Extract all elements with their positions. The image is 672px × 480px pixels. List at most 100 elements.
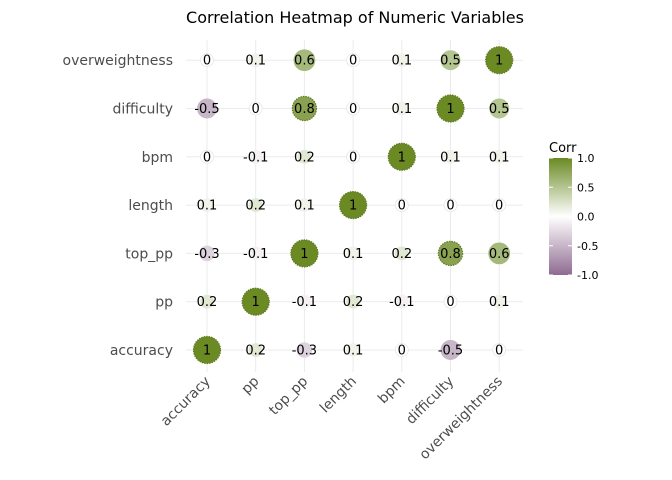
x-tick-label: overweightness xyxy=(417,374,506,463)
heatmap-cell: -0.1 xyxy=(389,294,414,310)
cell-value-label: 0 xyxy=(349,150,357,165)
cell-circle xyxy=(290,239,319,268)
cell-value-label: 0 xyxy=(495,199,503,214)
cell-value-label: 1 xyxy=(349,199,357,214)
cell-circle xyxy=(296,342,313,358)
y-tick-label: accuracy xyxy=(110,343,173,359)
cell-value-label: 0 xyxy=(203,54,211,69)
y-tick-label: bpm xyxy=(142,150,173,166)
cell-value-label: 0.1 xyxy=(245,54,266,69)
cell-circle xyxy=(443,149,458,164)
cell-circle xyxy=(200,294,214,309)
cell-circle xyxy=(346,101,361,116)
y-tick-label: length xyxy=(128,198,173,214)
cell-circle xyxy=(394,294,409,309)
cell-circle xyxy=(485,46,514,75)
legend-tick-label: -0.5 xyxy=(577,240,598,253)
cell-circle xyxy=(297,294,312,309)
legend-title: Corr xyxy=(549,141,577,156)
heatmap-cell: 0.1 xyxy=(245,53,266,69)
cell-value-label: 0.5 xyxy=(440,54,461,69)
cell-circle xyxy=(443,198,458,213)
cell-value-label: 1 xyxy=(300,247,308,262)
cell-value-label: -0.3 xyxy=(194,247,219,262)
cell-circle xyxy=(248,53,263,68)
cell-value-label: -0.1 xyxy=(292,295,317,310)
cell-circle xyxy=(248,246,263,261)
heatmap-cell: 1 xyxy=(192,335,222,365)
heatmap-cell: 0 xyxy=(394,198,409,214)
cell-circle xyxy=(387,142,416,171)
cell-circle xyxy=(248,149,263,164)
cell-circle xyxy=(200,149,214,164)
heatmap-cell: 0.2 xyxy=(391,246,412,262)
heatmap-cell: 0 xyxy=(200,149,214,165)
cell-value-label: 0.1 xyxy=(197,199,218,214)
heatmap-cell: 0 xyxy=(200,53,214,69)
legend-tick-label: 1.0 xyxy=(577,152,595,165)
legend-tick-label: 0.5 xyxy=(577,181,595,194)
heatmap-cell: -0.3 xyxy=(292,342,317,359)
cell-circle xyxy=(297,149,312,164)
heatmap-cell: 0.8 xyxy=(437,240,464,267)
heatmap-cell: -0.1 xyxy=(243,246,268,262)
cell-value-label: 0 xyxy=(446,295,454,310)
cell-value-label: -0.5 xyxy=(194,102,219,117)
heatmap-cell: 0.5 xyxy=(440,50,461,71)
cell-value-label: 0.1 xyxy=(489,150,510,165)
heatmap-cell: 1 xyxy=(290,239,319,268)
heatmap-cell: 0.5 xyxy=(489,98,510,119)
cell-value-label: -0.1 xyxy=(243,150,268,165)
cell-value-label: 0 xyxy=(398,344,406,359)
heatmap-cell: 0.1 xyxy=(391,53,412,69)
heatmap-cell: 1 xyxy=(485,46,514,75)
heatmap-cell: 1 xyxy=(339,191,368,220)
cell-value-label: 0.1 xyxy=(391,102,412,117)
cell-circle xyxy=(346,343,361,357)
legend-tick-label: -1.0 xyxy=(577,269,598,282)
cell-value-label: 0 xyxy=(349,54,357,69)
x-tick-label: top_pp xyxy=(266,373,311,418)
heatmap-cell: 1 xyxy=(436,94,465,123)
cell-circle xyxy=(436,94,465,123)
x-tick-label: accuracy xyxy=(158,374,214,430)
cell-circle xyxy=(248,198,263,213)
cell-value-label: 0.6 xyxy=(489,247,510,262)
legend: Corr 1.0 0.5 0.0 -0.5 -1.0 xyxy=(549,141,598,282)
heatmap-cell: 1 xyxy=(387,142,416,171)
heatmap-cell: 0 xyxy=(443,198,458,214)
cell-circle xyxy=(192,335,222,365)
heatmap-cell: 0.2 xyxy=(245,198,266,214)
heatmap-cell: 0.1 xyxy=(489,294,510,310)
x-tick-label: pp xyxy=(239,373,263,397)
heatmap-cell: 0 xyxy=(346,149,361,165)
cell-value-label: -0.5 xyxy=(438,344,463,359)
cell-circle xyxy=(394,343,409,357)
cell-value-label: 0.2 xyxy=(245,199,266,214)
x-tick-label: length xyxy=(317,374,360,417)
cell-circle xyxy=(394,53,409,68)
cell-circle xyxy=(346,294,361,309)
heatmap-cell: 0.6 xyxy=(488,242,511,265)
heatmap-cell: 1 xyxy=(241,287,270,316)
cell-value-label: 0 xyxy=(252,102,260,117)
x-tick-label: bpm xyxy=(375,374,409,408)
cell-circle xyxy=(200,53,214,68)
cell-circle xyxy=(293,49,316,72)
cell-value-label: 0.5 xyxy=(489,102,510,117)
heatmap-cell: 0.1 xyxy=(294,198,315,214)
cell-circle xyxy=(492,198,507,213)
cell-circle xyxy=(200,198,214,213)
cell-circle xyxy=(492,343,507,357)
y-tick-label: top_pp xyxy=(125,246,173,262)
cell-value-label: 0.2 xyxy=(245,344,266,359)
cell-value-label: 0 xyxy=(398,199,406,214)
heatmap-cell: 0 xyxy=(248,101,263,117)
heatmap-cell: 0 xyxy=(346,53,361,69)
cell-value-label: 0.2 xyxy=(343,295,364,310)
heatmap-cell: 0 xyxy=(443,294,458,310)
heatmap-cell: 0.1 xyxy=(343,246,363,262)
cell-circle xyxy=(394,246,409,261)
y-tick-label: difficulty xyxy=(112,102,173,118)
